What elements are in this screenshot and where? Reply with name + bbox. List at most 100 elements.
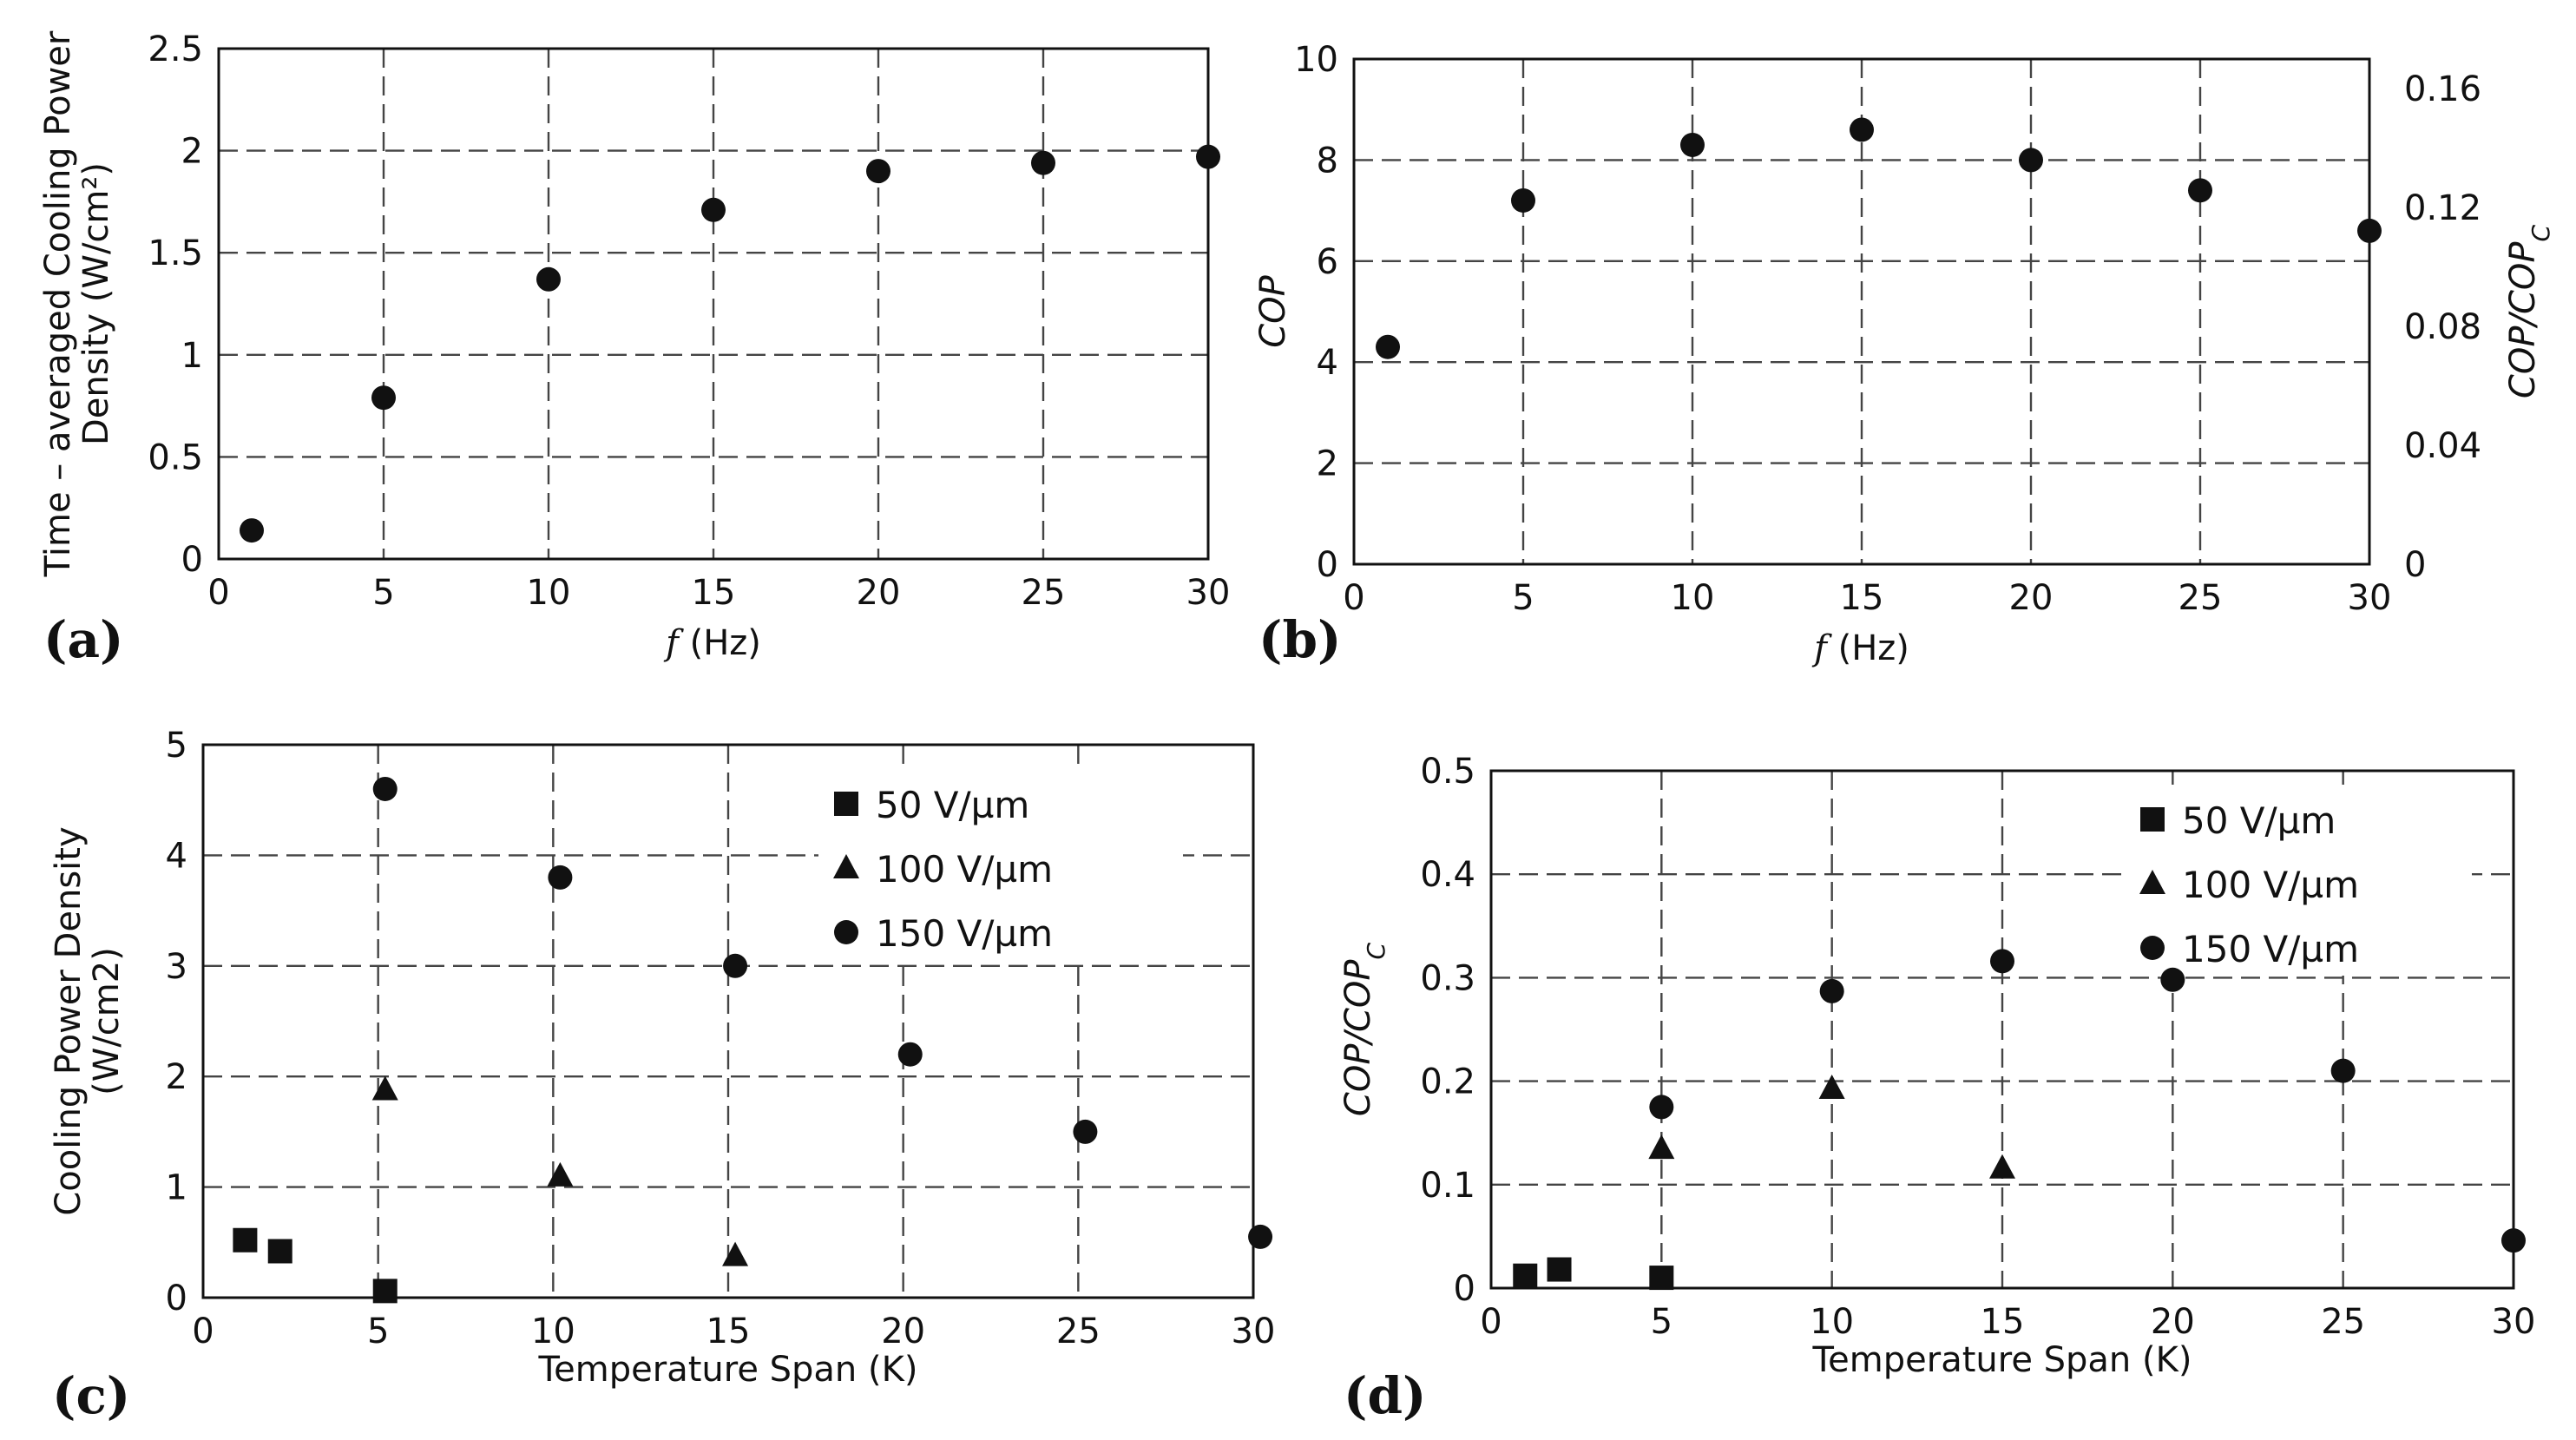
data-point-circle <box>2188 178 2212 203</box>
data-point-circle <box>1073 1119 1098 1144</box>
data-point-circle <box>1990 949 2014 974</box>
legend-marker-square <box>2140 807 2165 832</box>
data-point-circle <box>723 953 748 978</box>
x-axis-label: Temperature Span (K) <box>1812 1340 2192 1380</box>
x-tick-label: 25 <box>2178 578 2223 618</box>
data-point-triangle <box>1989 1154 2015 1179</box>
x-tick-label: 10 <box>1671 578 1715 618</box>
y-axis-label: Cooling Power Density(W/cm2) <box>49 826 127 1215</box>
x-tick-label: 15 <box>692 573 736 613</box>
data-point-square <box>1513 1263 1538 1288</box>
chart-c: 0 5 10 15 20 25 30 0 1 2 3 4 5 Temperature Span (K) Co… <box>49 726 1275 1425</box>
legend-marker-triangle <box>2139 870 2165 894</box>
x-tick-label: 30 <box>1232 1312 1276 1351</box>
data-point-circle <box>897 1042 923 1067</box>
x-tick-label: 20 <box>2151 1302 2195 1342</box>
y2-tick-label: 0.04 <box>2404 426 2481 466</box>
y-tick-label: 10 <box>1294 40 1338 80</box>
y-tick-label: 0.3 <box>1420 958 1475 998</box>
y-tick-label: 4 <box>1317 343 1338 383</box>
panel-label: (a) <box>43 610 123 669</box>
data-point-circle <box>2019 148 2043 173</box>
x-tick-label: 0 <box>1343 578 1364 618</box>
legend-background <box>2125 785 2472 976</box>
x-tick-label: 0 <box>1480 1302 1502 1342</box>
legend-marker-circle <box>834 920 858 944</box>
y-axis-label-line: (W/cm2) <box>87 947 127 1095</box>
data-point-circle <box>371 385 396 411</box>
data-point-circle <box>701 197 726 222</box>
x-tick-label: 30 <box>2348 578 2392 618</box>
data-point-triangle <box>371 1075 398 1101</box>
y-axis-label: Time – averaged Cooling PowerDensity (W/… <box>38 30 116 577</box>
legend-marker-circle <box>2140 936 2165 960</box>
data-point-circle <box>1511 187 1535 213</box>
x-tick-label: 0 <box>207 573 229 613</box>
data-point-circle <box>1649 1095 1674 1120</box>
y-tick-label: 0.5 <box>148 437 203 477</box>
data-point-circle <box>2330 1058 2356 1083</box>
y-axis-label-line: Cooling Power Density <box>49 826 89 1215</box>
x-tick-label: 25 <box>2321 1302 2365 1342</box>
chart-b: 0 5 10 15 20 25 30 0 2 4 6 8 10 0 0.04 0.08 0.12 0.16 COP/… <box>1253 40 2555 669</box>
y-axis-label: COP <box>1253 274 1293 347</box>
x-tick-label: 25 <box>1022 573 1066 613</box>
x-axis-label: f (Hz) <box>663 623 761 663</box>
data-point-circle <box>1819 978 1844 1003</box>
x-tick-label: 10 <box>1810 1302 1854 1342</box>
data-point-square <box>233 1227 258 1253</box>
chart-d: 0 5 10 15 20 25 30 0 0.1 0.2 0.3 0.4 0.5 Temperature … <box>1338 752 2535 1425</box>
y-tick-label: 2 <box>181 132 203 172</box>
y-tick-label: 0.4 <box>1420 855 1475 895</box>
y-axis-label-line: Time – averaged Cooling Power <box>38 30 78 577</box>
y-tick-label: 5 <box>166 726 187 766</box>
x-axis-label: f (Hz) <box>1811 628 1909 668</box>
data-point-circle <box>1680 132 1705 157</box>
legend-label: 150 V/µm <box>2182 928 2359 970</box>
legend-label: 100 V/µm <box>2182 864 2359 906</box>
x-tick-label: 15 <box>706 1312 751 1351</box>
data-point-square <box>1547 1257 1572 1282</box>
x-tick-label: 20 <box>857 573 901 613</box>
x-tick-label: 5 <box>1512 578 1534 618</box>
data-point-circle <box>240 518 264 543</box>
y2-tick-label: 0 <box>2404 545 2426 585</box>
data-point-circle <box>1031 150 1055 175</box>
x-tick-label: 25 <box>1056 1312 1101 1351</box>
legend-label: 50 V/µm <box>2182 799 2336 842</box>
y-tick-label: 0 <box>166 1279 187 1318</box>
y-axis-label: COP/COPC <box>1338 943 1390 1117</box>
legend-label: 50 V/µm <box>876 784 1029 826</box>
data-point-circle <box>1248 1224 1273 1249</box>
x-axis-label: Temperature Span (K) <box>538 1350 918 1390</box>
legend-marker-triangle <box>833 854 859 878</box>
data-point-circle <box>2501 1228 2526 1253</box>
y2-axis-label: COP/COPC <box>2503 225 2555 399</box>
y-tick-label: 4 <box>166 836 187 876</box>
x-tick-label: 20 <box>881 1312 925 1351</box>
x-tick-label: 10 <box>531 1312 575 1351</box>
plot-frame <box>1352 57 2371 566</box>
data-point-circle <box>372 776 398 801</box>
x-tick-label: 30 <box>1186 573 1231 613</box>
y2-tick-label: 0.12 <box>2404 188 2481 228</box>
data-point-circle <box>548 865 573 890</box>
chart-a: 0 5 10 15 20 25 30 0 0.5 1 1.5 2 2.5 f (Hz) Time – ave… <box>38 30 1230 669</box>
plot-frame <box>1489 769 2515 1290</box>
y-tick-label: 1.5 <box>148 233 203 273</box>
panel-label: (c) <box>52 1366 130 1425</box>
y-tick-label: 0.2 <box>1420 1062 1475 1102</box>
data-point-square <box>372 1279 398 1304</box>
data-point-circle <box>536 266 561 292</box>
x-tick-label: 5 <box>372 573 394 613</box>
y-tick-label: 2 <box>1317 444 1338 484</box>
legend-background <box>818 769 1183 960</box>
data-point-circle <box>2357 218 2382 243</box>
x-tick-label: 10 <box>527 573 571 613</box>
data-point-circle <box>1850 117 1874 142</box>
plot-frame <box>217 47 1210 561</box>
x-tick-label: 15 <box>1840 578 1884 618</box>
y-tick-label: 1 <box>166 1168 187 1208</box>
panel-label: (b) <box>1258 610 1341 669</box>
legend-marker-square <box>834 792 858 816</box>
